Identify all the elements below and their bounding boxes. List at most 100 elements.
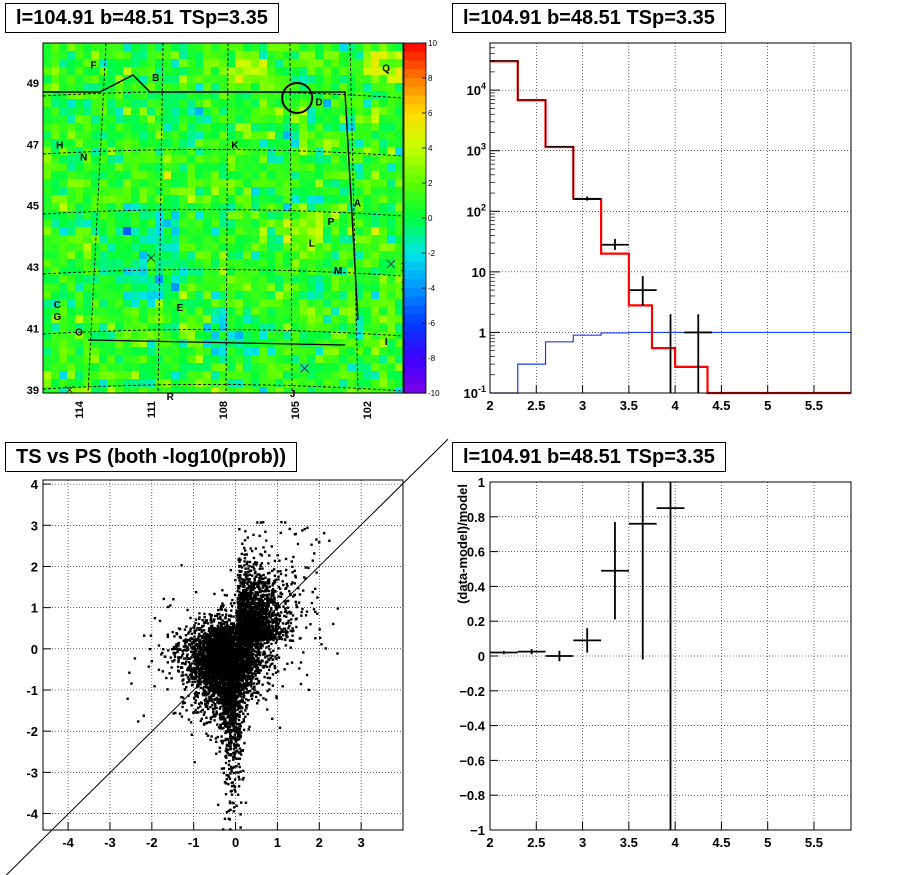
heatmap-cell	[315, 371, 324, 380]
heatmap-cell	[179, 363, 188, 372]
heatmap-cell	[227, 355, 236, 364]
heatmap-cell	[379, 387, 388, 394]
scatter-point	[196, 683, 200, 686]
heatmap-cell	[315, 83, 324, 92]
heatmap-cell	[59, 259, 68, 268]
heatmap-cell	[331, 139, 340, 148]
scatter-point	[267, 562, 270, 565]
heatmap-cell	[339, 331, 348, 340]
heatmap-cell	[107, 171, 116, 180]
heatmap-cell	[379, 323, 388, 332]
heatmap-cell	[187, 171, 196, 180]
heatmap-cell	[387, 307, 396, 316]
heatmap-cell	[219, 107, 228, 116]
heatmap-cell	[379, 371, 388, 380]
heatmap-cell	[211, 251, 220, 260]
heatmap-cell	[227, 147, 236, 156]
heatmap-cell	[75, 99, 84, 108]
heatmap-cell	[83, 347, 92, 356]
heatmap-cell	[163, 131, 172, 140]
heatmap-cell	[123, 283, 132, 292]
heatmap-cell	[307, 251, 316, 260]
scatter-point	[212, 692, 216, 695]
heatmap-cell	[315, 123, 324, 132]
scatter-point	[237, 674, 241, 677]
heatmap-cell	[371, 331, 380, 340]
heatmap-cell	[107, 163, 116, 172]
heatmap-cell	[171, 387, 180, 394]
heatmap-cell	[355, 123, 364, 132]
heatmap-cell	[371, 339, 380, 348]
heatmap-cell	[67, 243, 76, 252]
heatmap-cell	[387, 251, 396, 260]
heatmap-cell	[187, 211, 196, 220]
heatmap-cell	[131, 195, 140, 204]
colorbar-tick-label: 6	[428, 109, 433, 118]
heatmap-cell	[195, 139, 204, 148]
heatmap-cell	[43, 331, 52, 340]
scatter-point	[237, 678, 241, 681]
heatmap-cell	[99, 251, 108, 260]
scatter-point	[228, 671, 231, 674]
colorbar-swatch	[404, 349, 426, 359]
scatter-point	[203, 702, 207, 706]
scatter-point	[240, 710, 243, 713]
heatmap-cell	[211, 259, 220, 268]
heatmap-cell	[395, 59, 404, 68]
heatmap-cell	[251, 67, 260, 76]
heatmap-cell	[331, 171, 340, 180]
heatmap-cell	[203, 355, 212, 364]
heatmap-cell	[179, 339, 188, 348]
heatmap-cell	[291, 91, 300, 100]
heatmap-cell	[283, 379, 292, 388]
heatmap-cell	[323, 91, 332, 100]
heatmap-cell	[107, 235, 116, 244]
scatter-point	[256, 690, 259, 694]
heatmap-cell	[371, 379, 380, 388]
scatter-point	[195, 664, 199, 667]
heatmap-cell	[371, 43, 380, 52]
heatmap-cell	[171, 171, 180, 180]
scatter-point	[250, 692, 254, 696]
scatter-point	[194, 701, 197, 705]
heatmap-cell	[67, 275, 76, 284]
heatmap-cell	[211, 163, 220, 172]
scatter-point	[256, 647, 260, 651]
heatmap-cell	[251, 179, 260, 188]
heatmap-cell	[179, 115, 188, 124]
heatmap-cell	[387, 267, 396, 276]
heatmap-cell	[83, 259, 92, 268]
heatmap-cell	[243, 363, 252, 372]
heatmap-cell	[91, 115, 100, 124]
heatmap-cell	[91, 235, 100, 244]
heatmap-cell	[331, 243, 340, 252]
scatter-point	[281, 685, 284, 688]
heatmap-cell	[195, 379, 204, 388]
heatmap-cell	[147, 251, 156, 260]
heatmap-cell	[235, 163, 244, 172]
scatter-point	[232, 665, 235, 668]
heatmap-cell	[139, 99, 148, 108]
heatmap-cell	[131, 371, 140, 380]
heatmap-cell	[171, 99, 180, 108]
heatmap-cell	[235, 131, 244, 140]
heatmap-cell	[139, 371, 148, 380]
heatmap-cell	[243, 331, 252, 340]
heatmap-cell	[339, 371, 348, 380]
heatmap-cell	[283, 51, 292, 60]
heatmap-cell	[355, 155, 364, 164]
heatmap-cell	[99, 243, 108, 252]
scatter-point	[181, 705, 184, 709]
heatmap-cell	[387, 371, 396, 380]
heatmap-cell	[355, 323, 364, 332]
heatmap-cell	[347, 123, 356, 132]
heatmap-cell	[195, 267, 204, 276]
scatter-point	[222, 715, 225, 719]
heatmap-cell	[107, 99, 116, 108]
heatmap-cell	[211, 387, 220, 394]
heatmap-cell	[243, 115, 252, 124]
heatmap-cell	[131, 75, 140, 84]
heatmap-cell	[91, 307, 100, 316]
heatmap-cell	[267, 235, 276, 244]
scatter-point	[229, 602, 233, 605]
